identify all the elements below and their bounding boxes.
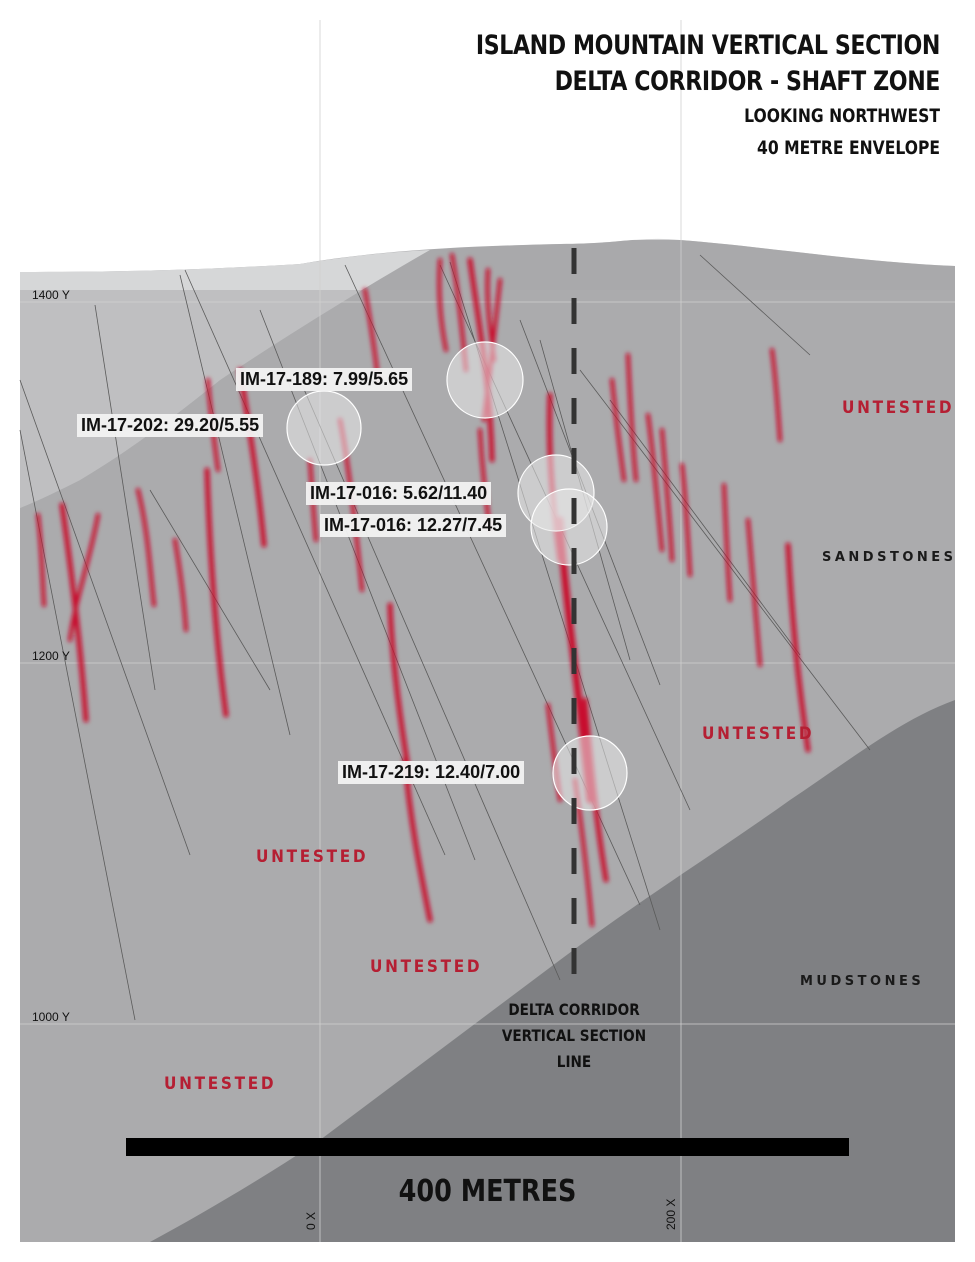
section-title: ISLAND MOUNTAIN VERTICAL SECTION DELTA C… [374,28,941,164]
intercept-circle-im-17-189 [446,341,524,419]
intercept-label-im-17-202: IM-17-202: 29.20/5.55 [77,414,264,437]
mudstone-unit-fill [150,700,955,1242]
untested-label: UNTESTED [370,957,483,977]
elevation-label-1400: 1400 Y [32,288,70,302]
section-line-label: DELTA CORRIDOR VERTICAL SECTION LINE [489,997,659,1075]
sandstones-label: SANDSTONES [822,550,957,565]
title-line-2: DELTA CORRIDOR - SHAFT ZONE [554,66,941,97]
title-line-3: LOOKING NORTHWEST [744,105,940,127]
easting-label-0: 0 X [304,1211,318,1230]
mudstones-label: MUDSTONES [800,974,925,989]
title-line-4: 40 METRE ENVELOPE [756,137,940,159]
untested-label: UNTESTED [164,1074,277,1094]
section-line-label-2: VERTICAL SECTION LINE [501,1026,647,1071]
intercept-label-im-17-016-b: IM-17-016: 12.27/7.45 [320,514,507,537]
scale-bar [126,1138,849,1156]
intercept-label-im-17-219: IM-17-219: 12.40/7.00 [338,761,525,784]
intercept-label-im-17-016-a: IM-17-016: 5.62/11.40 [306,482,492,505]
untested-label: UNTESTED [256,847,369,867]
intercept-circle-im-17-202 [286,390,362,466]
untested-label: UNTESTED [702,724,815,744]
elevation-label-1200: 1200 Y [32,649,70,663]
title-line-1: ISLAND MOUNTAIN VERTICAL SECTION [475,30,941,61]
scale-bar-label: 400 METRES [398,1174,577,1209]
intercept-circle-im-17-016-b [530,488,608,566]
elevation-label-1000: 1000 Y [32,1010,70,1024]
untested-label: UNTESTED [842,398,955,418]
section-line-label-1: DELTA CORRIDOR [508,1000,640,1019]
intercept-label-im-17-189: IM-17-189: 7.99/5.65 [236,368,413,391]
intercept-circle-im-17-219 [552,735,628,811]
